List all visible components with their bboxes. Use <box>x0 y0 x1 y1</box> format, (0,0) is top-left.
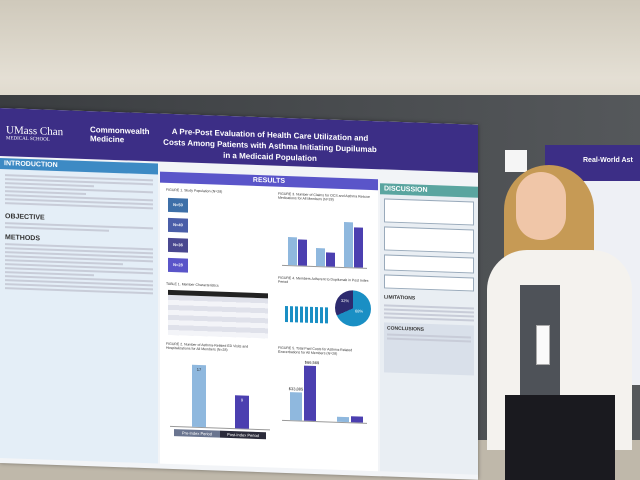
person-pants <box>505 395 615 480</box>
member-table <box>168 289 268 339</box>
limitations-heading: LIMITATIONS <box>384 294 416 302</box>
bar-label: $66,569 <box>304 359 320 366</box>
flow-step: N=36 <box>168 237 188 253</box>
results-column: RESULTS FIGURE 1. Study Population (N=28… <box>160 171 378 472</box>
bar <box>337 416 349 423</box>
figure2-title: FIGURE 2. Number of Asthma-Related ED Vi… <box>166 341 249 352</box>
pie-label: 32% <box>341 297 350 304</box>
category-label-post-index: Post-Index Period <box>220 430 266 440</box>
bar-label: $33,885 <box>288 386 304 392</box>
flow-step: N=40 <box>168 217 188 233</box>
figure3-title: FIGURE 3. Number of Claims for OCS and A… <box>278 191 371 202</box>
figure1-title: FIGURE 1. Study Population (N=28) <box>166 187 223 194</box>
figure3-chart <box>282 215 367 269</box>
bar <box>288 237 297 266</box>
bar <box>298 239 307 266</box>
bar <box>290 392 302 421</box>
figure2-chart: 17 9 <box>170 356 270 431</box>
bar-label: 17 <box>196 366 202 373</box>
bar <box>354 227 363 268</box>
flow-step: N=28 <box>168 257 188 273</box>
person-face <box>516 172 566 240</box>
umass-logo: UMass Chan MEDICAL SCHOOL <box>6 124 64 143</box>
people-icons <box>285 305 330 324</box>
figure5-chart: $33,885 $66,569 <box>282 359 367 424</box>
figure4-title: FIGURE 4. Members Adherent to Dupilumab … <box>278 275 369 285</box>
poster-title: A Pre-Post Evaluation of Health Care Uti… <box>163 126 377 164</box>
bar <box>351 416 363 423</box>
category-label-pre-index: Pre-Index Period <box>174 429 220 438</box>
results-heading: RESULTS <box>160 171 378 191</box>
bar-label: 9 <box>240 397 244 403</box>
bar <box>304 365 316 422</box>
bar <box>326 252 335 267</box>
bar-pre-index <box>192 364 206 428</box>
left-column: INTRODUCTION OBJECTIVE METHODS <box>0 158 158 464</box>
figure5-title: FIGURE 5. Total Paid Costs for Asthma-Re… <box>278 345 353 356</box>
org-name: Commonwealth Medicine <box>90 125 150 145</box>
research-poster: UMass Chan MEDICAL SCHOOL Commonwealth Me… <box>0 108 478 480</box>
bar <box>316 248 325 267</box>
name-badge <box>536 325 550 365</box>
adherence-pie: 68% 32% <box>335 289 371 327</box>
name-card <box>505 150 527 172</box>
pie-label: 68% <box>355 308 364 314</box>
discussion-column: DISCUSSION LIMITATIONS CONCLUSIONS <box>380 183 478 475</box>
bar <box>344 222 353 268</box>
flow-step: N=50 <box>168 197 188 213</box>
discussion-heading: DISCUSSION <box>380 183 478 198</box>
table1-title: TABLE 1. Member Characteristics <box>166 281 219 288</box>
